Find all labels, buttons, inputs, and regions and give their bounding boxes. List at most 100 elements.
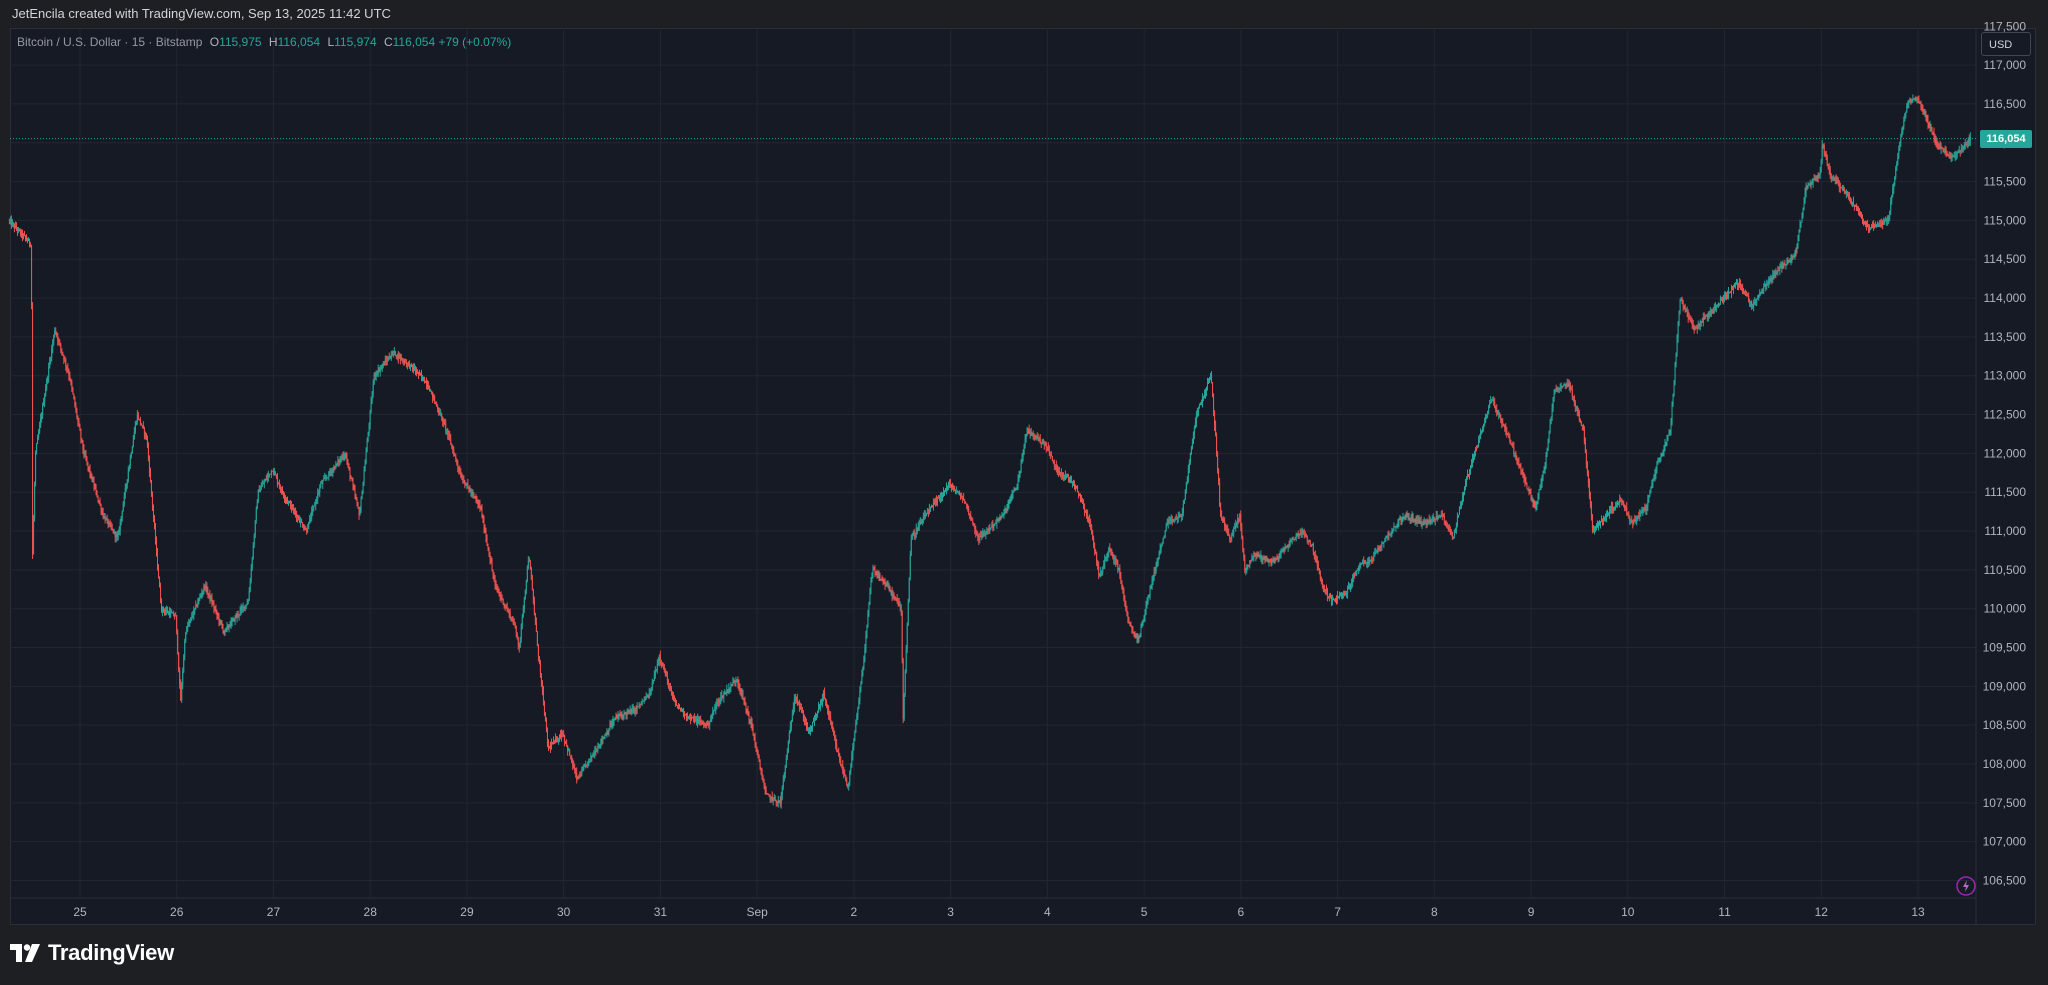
candle-body: [843, 771, 845, 774]
candle: [1313, 551, 1315, 560]
candle: [971, 516, 973, 521]
candle-body: [821, 700, 823, 703]
candle-body: [63, 355, 65, 360]
candle-body: [1592, 528, 1594, 531]
candle: [1299, 528, 1301, 536]
candle-body: [960, 495, 962, 499]
candle: [1091, 524, 1093, 535]
candle-body: [590, 755, 592, 759]
candle-body: [1605, 517, 1607, 519]
candle: [779, 796, 781, 808]
candle-body: [432, 391, 434, 398]
candle: [1462, 491, 1464, 502]
candle: [1005, 508, 1007, 514]
price-chart[interactable]: 106,500107,000107,500108,000108,500109,0…: [0, 0, 2048, 925]
candle-body: [1410, 517, 1412, 520]
candle: [581, 766, 583, 777]
candle-body: [548, 746, 550, 748]
candle-body: [17, 229, 19, 231]
candle-body: [127, 471, 129, 480]
candle-body: [108, 523, 110, 525]
candle: [1343, 590, 1345, 599]
candle: [847, 783, 849, 789]
candle: [1440, 510, 1442, 518]
candle-body: [1623, 502, 1625, 506]
candle-body: [1625, 507, 1627, 509]
candle-body: [944, 490, 946, 492]
candle-body: [121, 511, 123, 517]
chart-pane[interactable]: [10, 28, 2036, 925]
candle-body: [1514, 452, 1516, 454]
candle-body: [1414, 519, 1416, 521]
candle-body: [1137, 637, 1139, 641]
candle-body: [927, 513, 929, 515]
candle-body: [854, 732, 856, 741]
candle: [410, 362, 412, 368]
candle: [1354, 572, 1356, 579]
candle-body: [274, 472, 276, 476]
candle-body: [860, 683, 862, 692]
candle: [352, 477, 354, 491]
candle: [192, 610, 194, 619]
candle-body: [116, 534, 118, 537]
candle: [703, 720, 705, 729]
candle: [1298, 533, 1300, 539]
candle: [287, 496, 289, 505]
candle: [835, 734, 837, 750]
candle: [664, 668, 666, 677]
candle-body: [1312, 544, 1314, 552]
candle: [1038, 436, 1040, 442]
candle: [944, 490, 946, 496]
candle-body: [1419, 520, 1421, 524]
candle-body: [1006, 505, 1008, 512]
candle-body: [285, 498, 287, 500]
candle-body: [245, 604, 247, 606]
candle: [569, 748, 571, 756]
candle-body: [390, 355, 392, 359]
candle: [1126, 605, 1128, 617]
candle-body: [1084, 507, 1086, 512]
candle: [345, 451, 347, 459]
candle-body: [984, 533, 986, 535]
candle-body: [1635, 520, 1637, 522]
candle: [1629, 515, 1631, 525]
candle: [226, 622, 228, 633]
candle: [1654, 468, 1656, 482]
candle: [1272, 556, 1274, 563]
candle-body: [1547, 441, 1549, 451]
candle-body: [452, 446, 454, 451]
candle: [999, 514, 1001, 522]
candle: [1476, 445, 1478, 452]
candle: [1211, 371, 1213, 384]
candle: [1100, 566, 1102, 578]
candle-body: [337, 460, 339, 464]
candle-body: [1435, 516, 1437, 519]
candle-body: [483, 519, 485, 529]
candle-body: [1486, 415, 1488, 417]
candle: [190, 617, 192, 624]
candle: [91, 473, 93, 483]
candle: [159, 576, 161, 588]
candle: [741, 688, 743, 699]
candle-body: [636, 706, 638, 710]
candle: [1147, 594, 1149, 605]
candle: [298, 514, 300, 521]
candle: [877, 570, 879, 579]
candle: [1284, 543, 1286, 552]
candle: [1459, 501, 1461, 510]
candle-body: [919, 521, 921, 525]
candle: [702, 720, 704, 725]
candle: [1214, 410, 1216, 431]
candle: [139, 416, 141, 426]
candle-body: [1087, 514, 1089, 519]
candle: [151, 491, 153, 511]
candle-body: [226, 626, 228, 628]
candle: [124, 483, 126, 499]
candle-body: [1301, 530, 1303, 533]
candle: [1312, 542, 1314, 556]
candle: [1561, 385, 1563, 389]
candle-body: [1141, 621, 1143, 626]
candle-body: [1619, 499, 1621, 504]
candle: [43, 397, 45, 407]
candle: [1138, 635, 1140, 643]
